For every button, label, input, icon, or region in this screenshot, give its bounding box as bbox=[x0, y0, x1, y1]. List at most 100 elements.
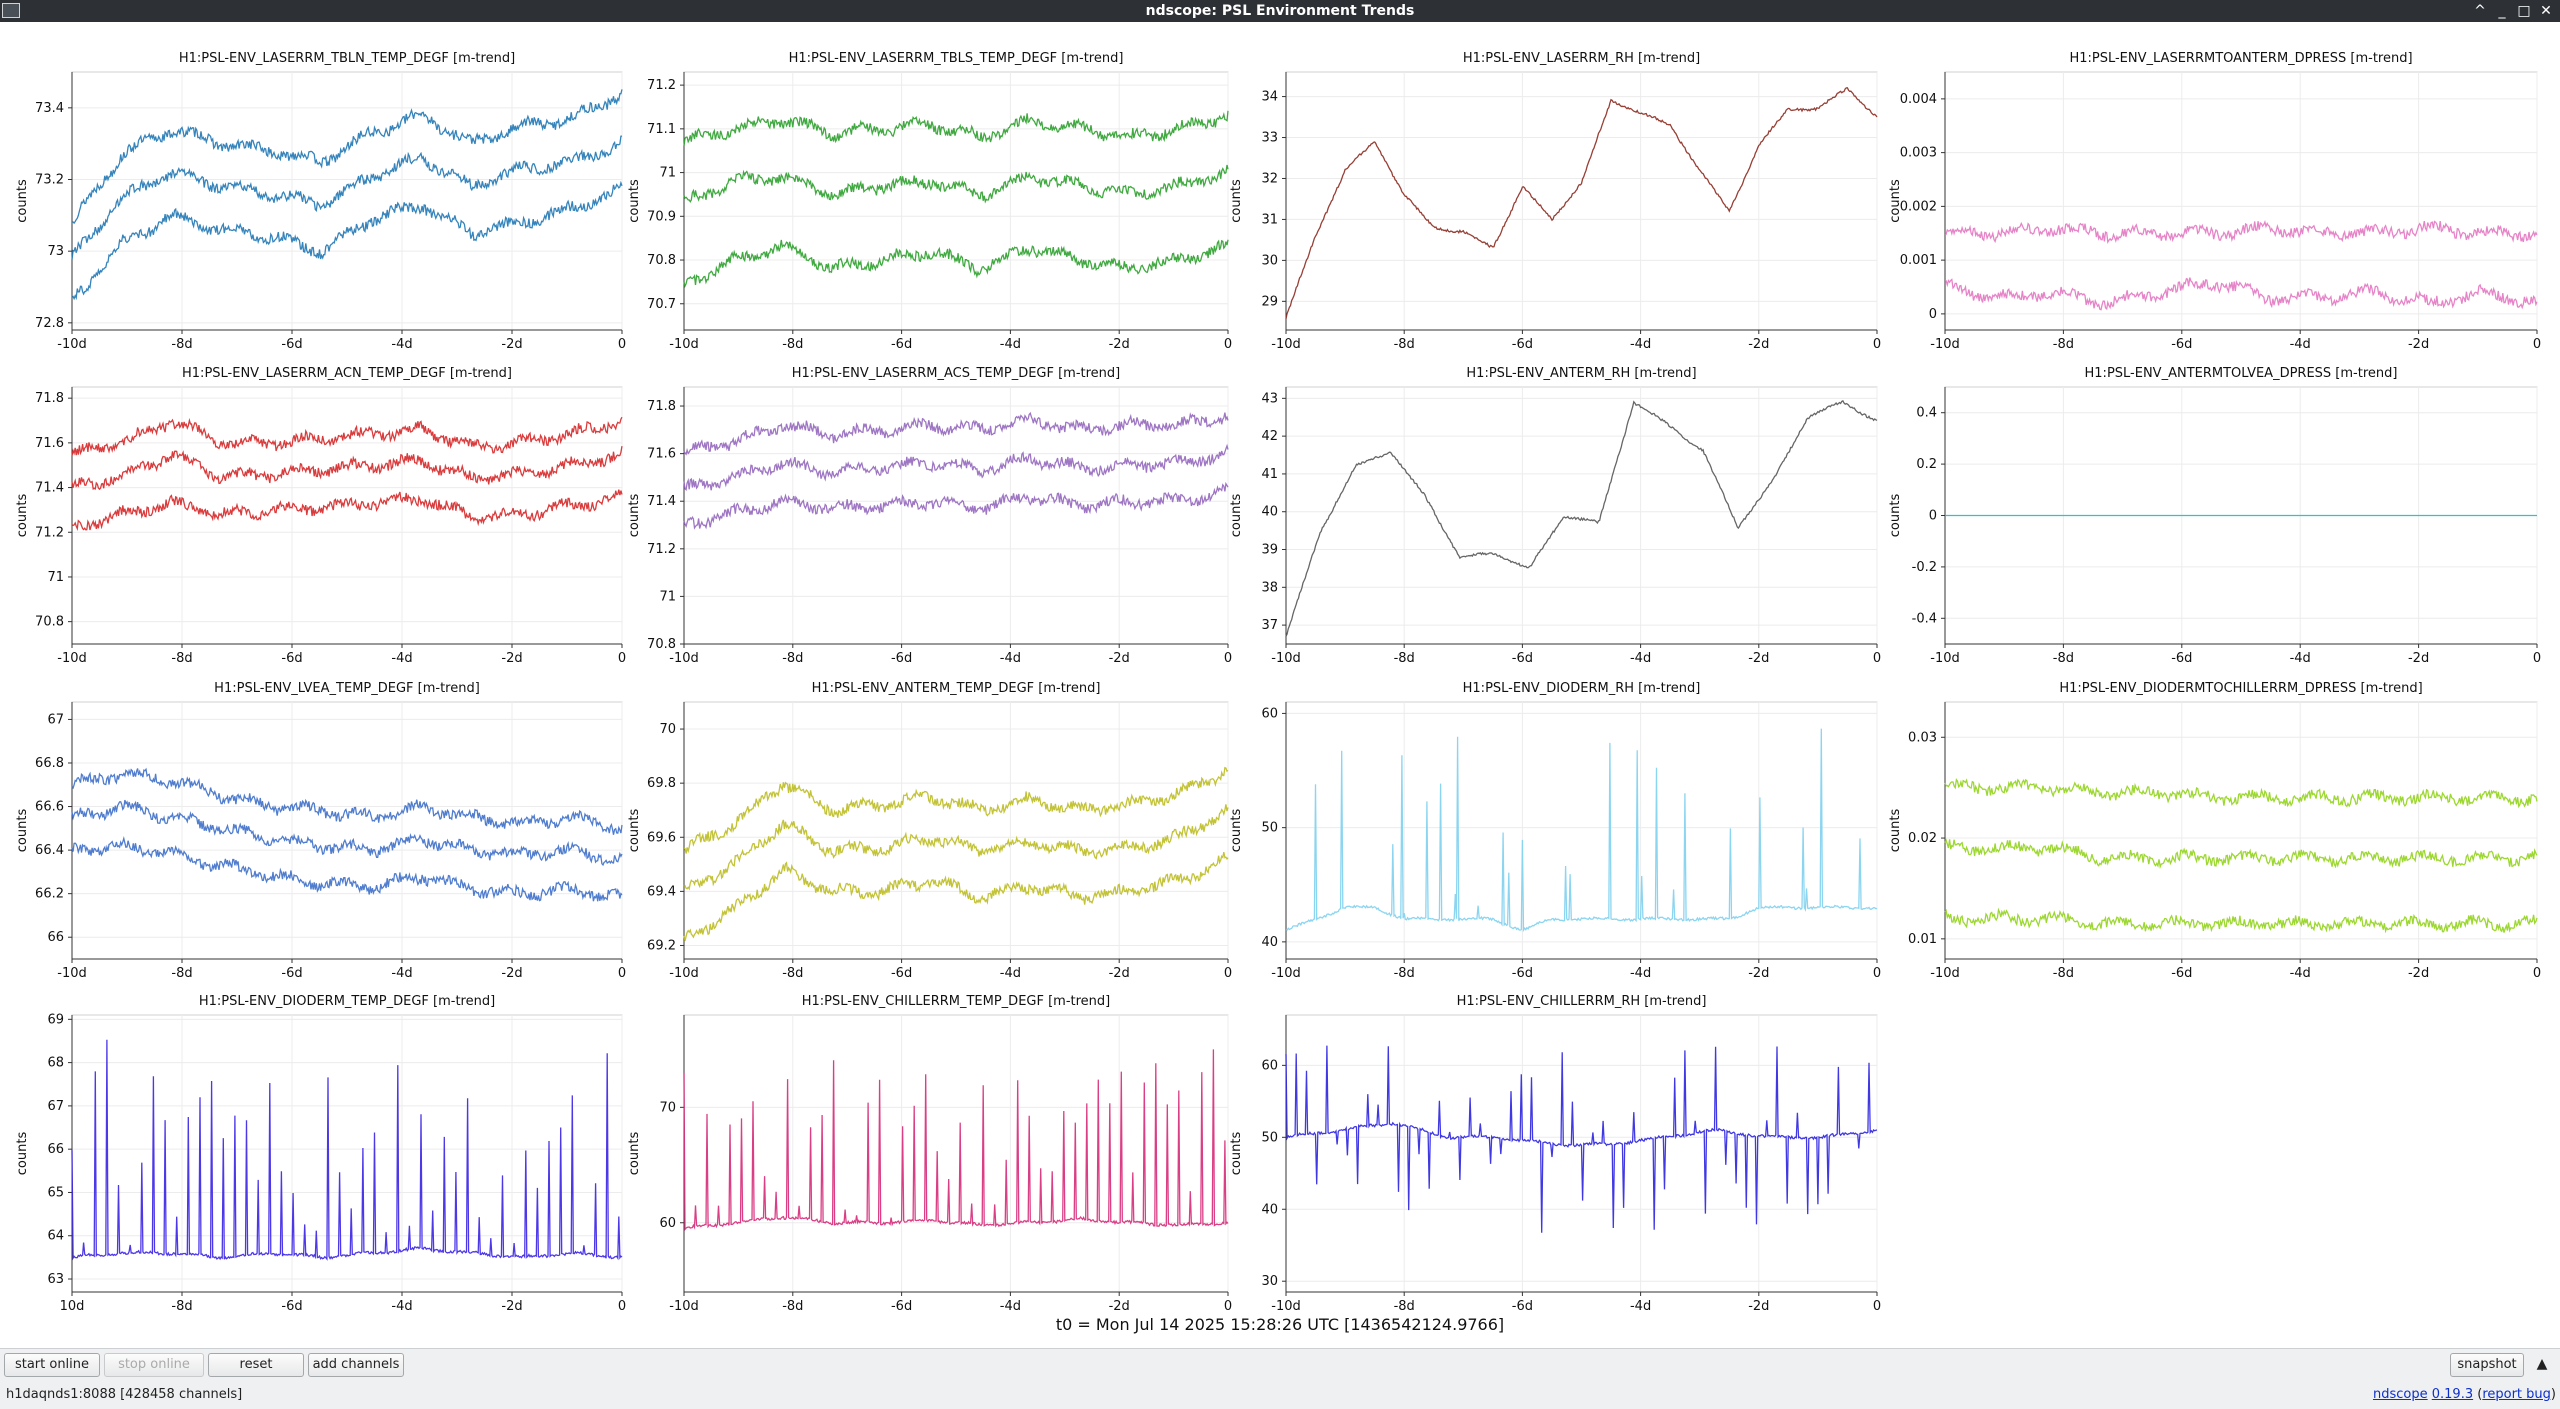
x-tick-label: -8d bbox=[1394, 966, 1415, 981]
y-tick-label: 69.4 bbox=[647, 884, 676, 899]
plot-psl-env-dioderm-temp-degf[interactable]: H1:PSL-ENV_DIODERM_TEMP_DEGF [m-trend] 63… bbox=[15, 994, 626, 1312]
trace-max bbox=[683, 766, 1229, 854]
trace-max bbox=[1944, 778, 2538, 809]
y-tick-label: 69.8 bbox=[647, 776, 676, 791]
x-tick-label: -4d bbox=[2290, 337, 2311, 352]
plot-psl-env-laserrmtoanterm-dpress[interactable]: H1:PSL-ENV_LASERRMTOANTERM_DPRESS [m-tre… bbox=[1888, 51, 2541, 352]
plot-frame bbox=[683, 701, 1229, 960]
y-tick-label: 66 bbox=[47, 930, 64, 945]
maximize-icon[interactable]: □ bbox=[2517, 3, 2531, 19]
ndscope-link[interactable]: ndscope bbox=[2372, 1387, 2428, 1402]
plot-psl-env-lvea-temp-degf[interactable]: H1:PSL-ENV_LVEA_TEMP_DEGF [m-trend] 66 66.… bbox=[15, 681, 626, 981]
bottom-toolbar: start online stop online reset add chann… bbox=[0, 1348, 2560, 1409]
version-link[interactable]: 0.19.3 bbox=[2431, 1387, 2474, 1402]
y-tick-label: 66.6 bbox=[35, 800, 64, 815]
x-tick-label: -6d bbox=[1512, 337, 1533, 352]
x-tick-label: -8d bbox=[782, 1299, 803, 1312]
y-tick-label: 40 bbox=[1261, 1202, 1278, 1217]
plot-psl-env-dioderm-rh[interactable]: H1:PSL-ENV_DIODERM_RH [m-trend] 40 50 60 -10… bbox=[1229, 681, 1881, 981]
plot-psl-env-chillerrm-temp-degf[interactable]: H1:PSL-ENV_CHILLERRM_TEMP_DEGF [m-trend]… bbox=[627, 994, 1232, 1312]
x-tick-label: -8d bbox=[171, 651, 192, 666]
plot-frame bbox=[1285, 71, 1878, 331]
snapshot-button[interactable]: snapshot bbox=[2450, 1353, 2524, 1377]
plot-frame bbox=[71, 71, 623, 331]
y-tick-label: 68 bbox=[47, 1056, 64, 1071]
trace-max bbox=[71, 767, 623, 835]
x-tick-label: 0 bbox=[1224, 1299, 1232, 1312]
plot-title: H1:PSL-ENV_DIODERM_RH [m-trend] bbox=[1463, 681, 1701, 696]
collapse-arrow-icon[interactable]: ▲ bbox=[2536, 1356, 2548, 1372]
x-tick-label: -8d bbox=[171, 966, 192, 981]
y-tick-label: 30 bbox=[1261, 253, 1278, 268]
plot-psl-env-diodermtochillerrm-dpress[interactable]: H1:PSL-ENV_DIODERMTOCHILLERRM_DPRESS [m-… bbox=[1888, 681, 2541, 981]
stop-online-button[interactable]: stop online bbox=[104, 1353, 204, 1377]
x-tick-label: -2d bbox=[501, 966, 522, 981]
x-tick-label: -10d bbox=[57, 651, 87, 666]
x-tick-label: 0 bbox=[618, 1299, 626, 1312]
x-tick-label: -6d bbox=[1512, 651, 1533, 666]
y-tick-label: 73 bbox=[47, 244, 64, 259]
plot-psl-env-anterm-temp-degf[interactable]: H1:PSL-ENV_ANTERM_TEMP_DEGF [m-trend] 69.… bbox=[627, 681, 1232, 981]
plot-psl-env-chillerrm-rh[interactable]: H1:PSL-ENV_CHILLERRM_RH [m-trend] 30 40 50 6… bbox=[1229, 994, 1881, 1312]
y-tick-label: 60 bbox=[1261, 706, 1278, 721]
minimize-icon[interactable]: _ bbox=[2498, 3, 2506, 19]
add-channels-button[interactable]: add channels bbox=[308, 1353, 404, 1377]
x-tick-label: 0 bbox=[1873, 966, 1881, 981]
plot-psl-env-laserrm-tbls-temp-degf[interactable]: H1:PSL-ENV_LASERRM_TBLS_TEMP_DEGF [m-tre… bbox=[627, 51, 1232, 352]
report-bug-link[interactable]: report bug bbox=[2482, 1387, 2551, 1402]
keep-above-icon[interactable]: ^ bbox=[2474, 3, 2486, 19]
x-tick-label: -2d bbox=[501, 651, 522, 666]
x-tick-label: -4d bbox=[1000, 337, 1021, 352]
y-axis-label: counts bbox=[1229, 809, 1244, 853]
plot-frame bbox=[1944, 71, 2538, 331]
x-tick-label: 0 bbox=[1873, 651, 1881, 666]
plot-grid[interactable]: H1:PSL-ENV_LASERRM_TBLN_TEMP_DEGF [m-tre… bbox=[0, 22, 2560, 1348]
y-tick-label: 0 bbox=[1929, 509, 1937, 524]
y-tick-label: 0.03 bbox=[1908, 730, 1937, 745]
x-tick-label: -2d bbox=[1748, 337, 1769, 352]
close-icon[interactable]: ✕ bbox=[2540, 3, 2552, 19]
y-tick-label: 71.8 bbox=[35, 391, 64, 406]
y-tick-label: 0.4 bbox=[1916, 406, 1937, 421]
y-tick-label: 71.8 bbox=[647, 399, 676, 414]
plot-psl-env-laserrm-tbln-temp-degf[interactable]: H1:PSL-ENV_LASERRM_TBLN_TEMP_DEGF [m-tre… bbox=[15, 51, 626, 352]
x-tick-label: -10d bbox=[57, 966, 87, 981]
x-tick-label: -6d bbox=[281, 1299, 302, 1312]
y-axis-label: counts bbox=[15, 179, 30, 223]
trace-max bbox=[683, 411, 1229, 456]
start-online-button[interactable]: start online bbox=[4, 1353, 100, 1377]
version-footer: ndscope 0.19.3 (report bug) bbox=[2372, 1387, 2556, 1402]
y-tick-label: 71.2 bbox=[647, 542, 676, 557]
x-tick-label: 10d bbox=[60, 1299, 85, 1312]
plot-psl-env-anterm-rh[interactable]: H1:PSL-ENV_ANTERM_RH [m-trend] 37 38 39 40 41… bbox=[1229, 366, 1881, 666]
trace-mean bbox=[1944, 838, 2538, 870]
y-axis-label: counts bbox=[1888, 494, 1903, 538]
plot-psl-env-antermtolvea-dpress[interactable]: H1:PSL-ENV_ANTERMTOLVEA_DPRESS [m-trend]… bbox=[1888, 366, 2541, 666]
y-tick-label: 0.2 bbox=[1916, 457, 1937, 472]
trace-min bbox=[71, 836, 623, 902]
y-tick-label: 0.01 bbox=[1908, 932, 1937, 947]
y-tick-label: 0 bbox=[1929, 307, 1937, 322]
plot-psl-env-laserrm-acn-temp-degf[interactable]: H1:PSL-ENV_LASERRM_ACN_TEMP_DEGF [m-tren… bbox=[15, 366, 626, 666]
y-axis-label: counts bbox=[15, 809, 30, 853]
app-icon bbox=[2, 3, 20, 18]
x-tick-label: -6d bbox=[891, 1299, 912, 1312]
x-tick-label: -2d bbox=[1748, 966, 1769, 981]
plot-title: H1:PSL-ENV_ANTERMTOLVEA_DPRESS [m-trend] bbox=[2085, 366, 2398, 381]
x-tick-label: -8d bbox=[171, 337, 192, 352]
y-tick-label: 0.004 bbox=[1900, 92, 1937, 107]
reset-button[interactable]: reset bbox=[208, 1353, 304, 1377]
plot-psl-env-laserrm-rh[interactable]: H1:PSL-ENV_LASERRM_RH [m-trend] 29 30 31 32 3… bbox=[1229, 51, 1881, 352]
y-tick-label: 70 bbox=[659, 1100, 676, 1115]
x-tick-label: -4d bbox=[1000, 651, 1021, 666]
x-tick-label: -2d bbox=[2408, 337, 2429, 352]
x-tick-label: -6d bbox=[1512, 966, 1533, 981]
plot-title: H1:PSL-ENV_LASERRM_ACS_TEMP_DEGF [m-tren… bbox=[792, 366, 1121, 381]
y-tick-label: 71.2 bbox=[35, 525, 64, 540]
trace-mean bbox=[71, 135, 623, 260]
plot-title: H1:PSL-ENV_CHILLERRM_RH [m-trend] bbox=[1457, 994, 1707, 1009]
x-tick-label: -8d bbox=[2053, 966, 2074, 981]
plot-psl-env-laserrm-acs-temp-degf[interactable]: H1:PSL-ENV_LASERRM_ACS_TEMP_DEGF [m-tren… bbox=[627, 366, 1232, 666]
y-tick-label: 50 bbox=[1261, 1130, 1278, 1145]
y-tick-label: 70.8 bbox=[35, 615, 64, 630]
